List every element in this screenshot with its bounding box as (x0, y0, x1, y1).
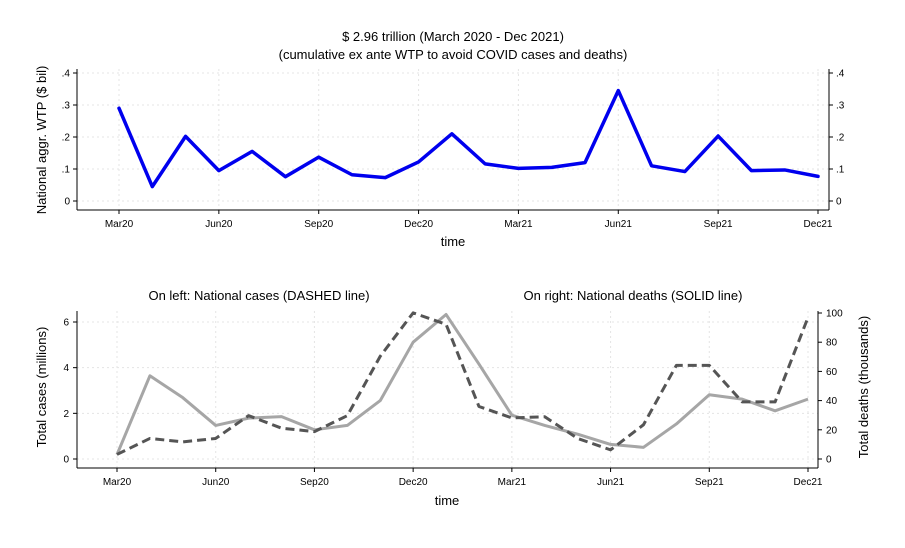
top-left-tick-label: 0 (64, 197, 70, 208)
top-chart-title: $ 2.96 trillion (March 2020 - Dec 2021) (342, 29, 564, 44)
top-x-tick-label: Jun20 (205, 219, 233, 230)
top-y-ticks: 0 0 .1 .1 .2 .2 .3 .3 .4 .4 (62, 69, 845, 208)
bottom-right-y-axis-label: Total deaths (thousands) (856, 316, 871, 458)
top-left-tick-label: .3 (62, 101, 71, 112)
bottom-chart-title-right: On right: National deaths (SOLID line) (524, 288, 743, 303)
bottom-left-tick-label: 0 (63, 455, 69, 466)
bottom-x-tick-label: Jun20 (202, 477, 230, 488)
bottom-left-tick-label: 4 (63, 363, 69, 374)
top-right-tick-label: .2 (836, 133, 845, 144)
bottom-x-tick-label: Mar20 (103, 477, 132, 488)
bottom-right-tick-label: 80 (826, 338, 838, 349)
bottom-chart-gridlines (77, 311, 818, 468)
top-x-axis-label: time (441, 234, 466, 249)
bottom-right-y-ticks: 0 20 40 60 80 100 (818, 309, 843, 466)
top-left-tick-label: .4 (62, 69, 71, 80)
top-x-tick-label: Sep21 (704, 219, 733, 230)
top-right-tick-label: .1 (836, 165, 845, 176)
bottom-x-tick-label: Sep21 (695, 477, 724, 488)
wtp-series-line (117, 88, 820, 189)
top-x-ticks: Mar20 Jun20 Sep20 Dec20 Mar21 Jun21 Sep21 Dec21 (105, 210, 833, 230)
bottom-x-tick-label: Dec20 (399, 477, 428, 488)
top-x-tick-label: Jun21 (605, 219, 633, 230)
top-x-tick-label: Dec20 (404, 219, 433, 230)
top-x-tick-label: Mar21 (504, 219, 533, 230)
top-series-group (117, 88, 820, 189)
bottom-right-tick-label: 100 (826, 309, 843, 320)
bottom-right-tick-label: 20 (826, 425, 838, 436)
top-chart: $ 2.96 trillion (March 2020 - Dec 2021) … (34, 29, 845, 249)
top-left-tick-label: .2 (62, 133, 71, 144)
bottom-x-tick-label: Sep20 (300, 477, 329, 488)
bottom-chart-title-left: On left: National cases (DASHED line) (148, 288, 369, 303)
bottom-left-tick-label: 2 (63, 409, 69, 420)
deaths-series-solid-line (115, 312, 809, 456)
bottom-right-tick-label: 0 (826, 455, 832, 466)
top-x-tick-label: Sep20 (304, 219, 333, 230)
top-right-tick-label: 0 (836, 197, 842, 208)
bottom-right-tick-label: 60 (826, 367, 838, 378)
cases-series-dashed-line (116, 311, 810, 456)
bottom-x-ticks: Mar20 Jun20 Sep20 Dec20 Mar21 Jun21 Sep21 Dec21 (103, 468, 823, 488)
bottom-left-y-axis-label: Total cases (millions) (34, 327, 49, 448)
bottom-chart: On left: National cases (DASHED line) On… (34, 288, 871, 508)
top-x-tick-label: Dec21 (804, 219, 833, 230)
top-y-axis-label: National aggr. WTP ($ bil) (34, 66, 49, 215)
bottom-series-group (115, 311, 810, 456)
top-chart-subtitle: (cumulative ex ante WTP to avoid COVID c… (279, 47, 628, 62)
bottom-x-tick-label: Dec21 (794, 477, 823, 488)
bottom-x-axis-label: time (435, 493, 460, 508)
bottom-x-tick-label: Mar21 (498, 477, 527, 488)
top-right-tick-label: .4 (836, 69, 845, 80)
bottom-left-tick-label: 6 (63, 318, 69, 329)
bottom-right-tick-label: 40 (826, 396, 838, 407)
bottom-x-tick-label: Jun21 (597, 477, 625, 488)
top-x-tick-label: Mar20 (105, 219, 134, 230)
top-right-tick-label: .3 (836, 101, 845, 112)
bottom-left-y-ticks: 0 2 4 6 (63, 318, 77, 466)
top-left-tick-label: .1 (62, 165, 71, 176)
